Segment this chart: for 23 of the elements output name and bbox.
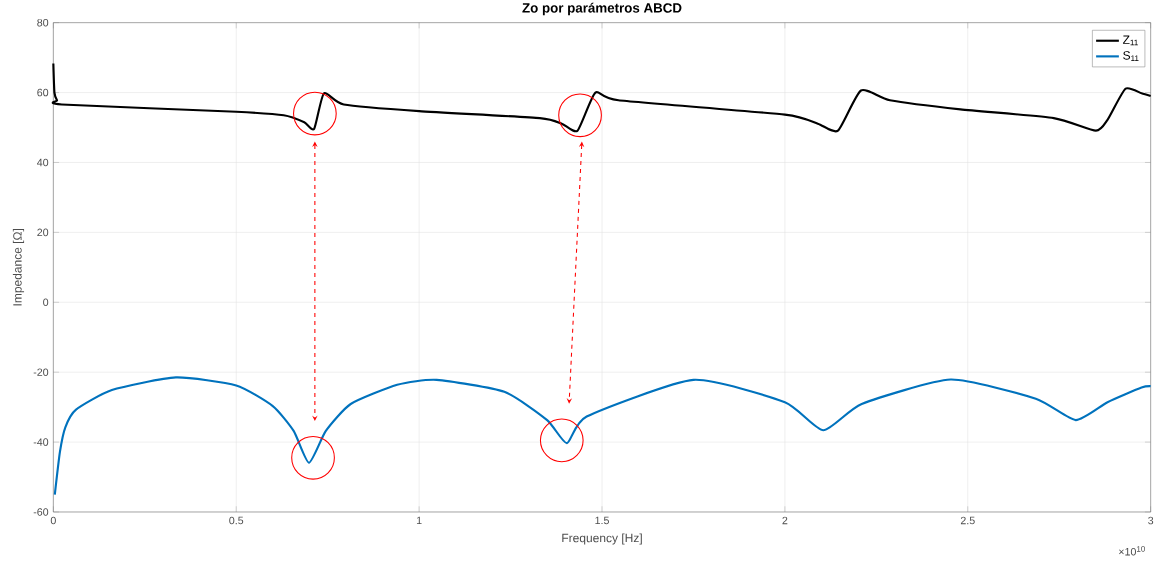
y-tick-label: 20: [37, 228, 49, 236]
x-tick-label: 1: [416, 516, 422, 524]
y-tick-label: 60: [37, 88, 49, 97]
line-series: [53, 376, 1152, 496]
x-tick-label: 3: [1148, 516, 1154, 525]
line-series: [52, 62, 1152, 132]
legend-label: Z$_{11}$: [1122, 35, 1138, 46]
x-tick-label: 0.5: [229, 516, 244, 525]
x-tick-label: 0: [50, 516, 56, 525]
y-axis-title: Impedance [Ω]: [12, 228, 25, 306]
y-tick-label: 40: [37, 158, 49, 167]
x-tick-label: 2: [782, 516, 788, 524]
y-tick-label: -20: [33, 368, 49, 376]
x-axis-title: Frequency [Hz]: [562, 533, 642, 545]
y-tick-label: -40: [33, 438, 49, 446]
legend-label: S$_{11}$: [1123, 51, 1139, 61]
text: ×10$^{10}$: [1119, 545, 1145, 556]
chart-title: Zo por parámetros ABCD: [522, 2, 682, 16]
y-tick-label: 0: [43, 298, 49, 306]
y-tick-label: -60: [33, 508, 49, 516]
x-tick-label: 2.5: [960, 516, 975, 525]
x-tick-label: 1.5: [595, 516, 609, 524]
y-tick-label: 80: [37, 18, 49, 27]
